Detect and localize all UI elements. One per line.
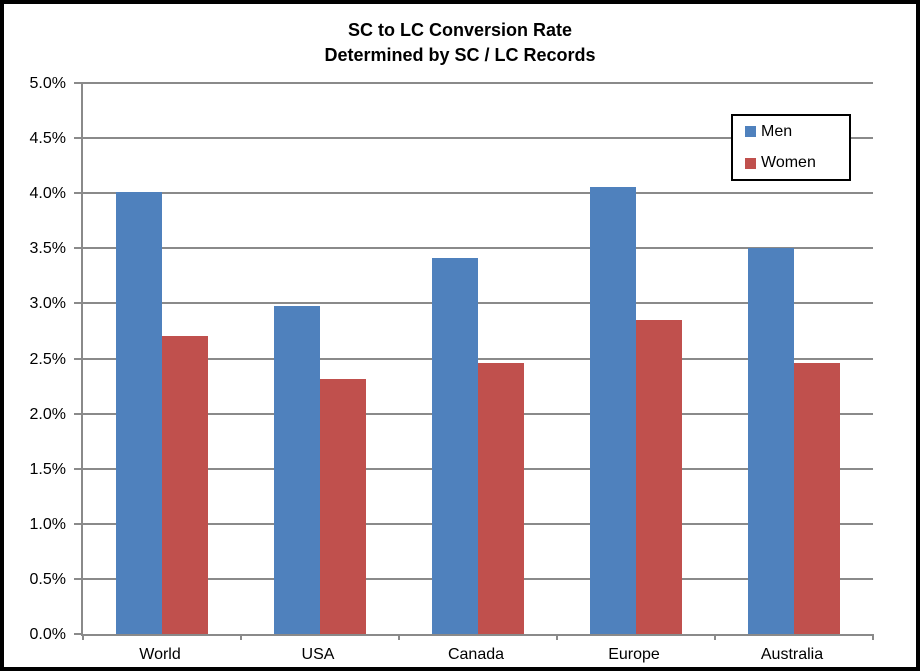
x-axis-tick bbox=[714, 634, 716, 640]
y-axis-tick-label: 3.5% bbox=[29, 240, 66, 258]
x-axis-tick bbox=[872, 634, 874, 640]
bar-women-world bbox=[162, 336, 208, 634]
chart-subtitle: Determined by SC / LC Records bbox=[324, 45, 596, 65]
chart-title-block: SC to LC Conversion Rate Determined by S… bbox=[4, 18, 916, 68]
bar-men-europe bbox=[590, 186, 636, 634]
y-axis-tick-label: 0.5% bbox=[29, 570, 66, 588]
y-axis-tick bbox=[74, 357, 83, 360]
y-axis-tick bbox=[74, 302, 83, 305]
legend-entry-women: Women bbox=[745, 154, 849, 172]
bar-women-europe bbox=[636, 319, 682, 634]
gridline bbox=[83, 247, 873, 250]
y-axis-tick-label: 1.0% bbox=[29, 515, 66, 533]
y-axis-tick bbox=[74, 577, 83, 580]
legend-swatch-men-icon bbox=[745, 126, 756, 138]
y-axis-tick-label: 4.5% bbox=[29, 130, 66, 148]
gridline bbox=[83, 82, 873, 84]
y-axis-tick bbox=[74, 82, 83, 84]
x-axis-tick bbox=[556, 634, 558, 640]
y-axis-tick-label: 5.0% bbox=[29, 75, 66, 92]
bar-women-australia bbox=[794, 362, 840, 634]
y-axis-tick bbox=[74, 137, 83, 140]
y-axis-tick bbox=[74, 467, 83, 470]
bar-men-australia bbox=[748, 248, 794, 634]
bar-women-usa bbox=[320, 379, 366, 634]
legend-swatch-women-icon bbox=[745, 157, 756, 169]
x-axis-category-label: Canada bbox=[447, 646, 505, 663]
x-axis-tick bbox=[240, 634, 242, 640]
y-axis-tick-label: 2.5% bbox=[29, 350, 66, 368]
y-axis-tick bbox=[74, 633, 83, 635]
x-axis-category-label: USA bbox=[301, 646, 335, 663]
plot-area bbox=[74, 82, 874, 640]
legend-entry-men: Men bbox=[745, 123, 849, 141]
gridline bbox=[83, 302, 873, 305]
y-axis-tick-label: 4.0% bbox=[29, 185, 66, 203]
x-axis-category-label: Australia bbox=[760, 646, 824, 663]
y-axis-tick-labels: 0.0% 0.5% 1.0% 1.5% 2.0% 2.5% 3.0% 3.5% 4.0% 4.5%… bbox=[4, 75, 66, 643]
bar-men-world bbox=[116, 192, 162, 634]
gridline bbox=[83, 357, 873, 360]
bar-women-canada bbox=[478, 362, 524, 634]
chart-title: SC to LC Conversion Rate bbox=[347, 20, 573, 40]
x-axis-category-labels: World USA Canada Europe Australia bbox=[81, 646, 871, 670]
gridline bbox=[83, 192, 873, 195]
y-axis-tick-label: 3.0% bbox=[29, 295, 66, 313]
x-axis-tick bbox=[398, 634, 400, 640]
y-axis-tick-label: 2.0% bbox=[29, 405, 66, 423]
x-axis-tick bbox=[82, 634, 84, 640]
y-axis-tick bbox=[74, 247, 83, 250]
legend: Men Women bbox=[731, 114, 851, 181]
y-axis-tick bbox=[74, 192, 83, 195]
y-axis-tick-label: 1.5% bbox=[29, 460, 66, 478]
gridline bbox=[83, 137, 873, 140]
x-axis-category-label: Europe bbox=[608, 646, 660, 663]
y-axis-tick-label: 0.0% bbox=[29, 626, 66, 643]
legend-label: Women bbox=[761, 154, 816, 172]
legend-label: Men bbox=[761, 122, 793, 140]
bar-men-usa bbox=[274, 305, 320, 634]
y-axis-tick bbox=[74, 522, 83, 525]
x-axis-category-label: World bbox=[139, 646, 181, 663]
y-axis-tick bbox=[74, 412, 83, 415]
bar-men-canada bbox=[432, 258, 478, 634]
